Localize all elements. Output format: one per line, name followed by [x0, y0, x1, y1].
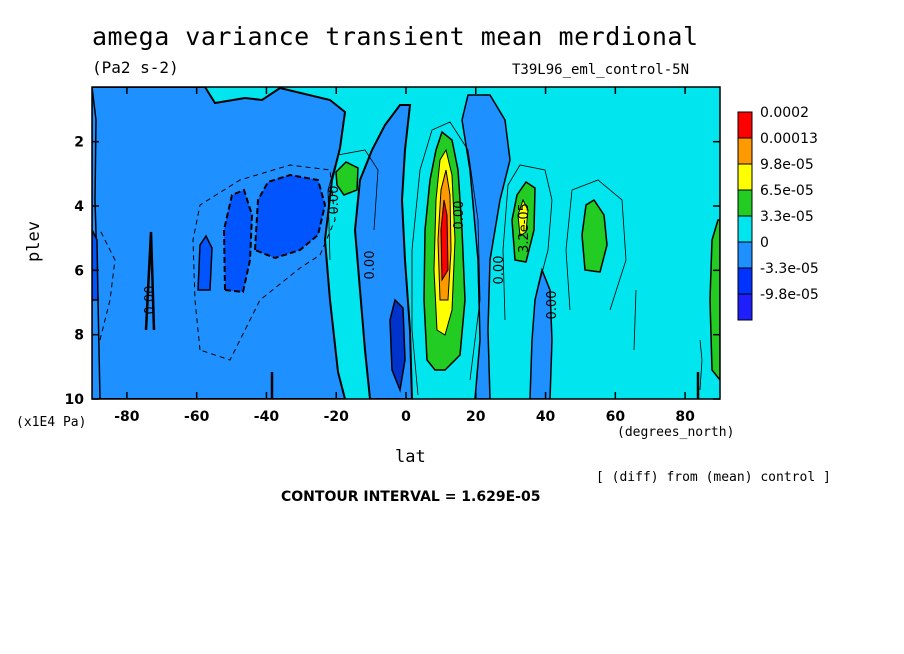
contour-label: 0.00	[327, 186, 342, 215]
colorbar-label: 6.5e-05	[760, 183, 814, 199]
x-tick-label: -60	[184, 409, 210, 425]
x-tick-label: 80	[675, 409, 695, 425]
colorbar: 0.0002 0.00013 9.8e-05 6.5e-05 3.3e-05 0 -3.3e…	[737, 105, 819, 321]
positive-contour-line-1	[411, 121, 481, 396]
x-tick-label: -80	[114, 409, 140, 425]
colorbar-swatch	[737, 241, 753, 269]
contour-label: 3.2e-05	[517, 203, 532, 253]
negative-core-5	[92, 229, 99, 301]
negative-core-3	[197, 234, 213, 291]
colorbar-swatch	[737, 215, 753, 243]
y-tick-label: 4	[74, 199, 84, 215]
contour-label: 0.00	[492, 256, 507, 285]
contour-interval: CONTOUR INTERVAL = 1.629E-05	[281, 489, 541, 505]
negative-core-4	[389, 298, 406, 393]
colorbar-label: 0.00013	[760, 131, 818, 147]
positive-contour-line-2	[502, 164, 553, 321]
contour-label: 0.00	[143, 286, 158, 315]
chart-units: (Pa2 s-2)	[92, 58, 179, 77]
positive-core-red	[440, 199, 449, 282]
positive-contour-line-6	[699, 339, 703, 391]
y-tick-label: 8	[74, 328, 84, 344]
dataset-name: T39L96_eml_control-5N	[512, 62, 690, 78]
x-tick-label: 0	[401, 409, 411, 425]
colorbar-swatch	[737, 293, 753, 321]
negative-region-west	[92, 87, 347, 399]
colorbar-swatch	[737, 163, 753, 191]
y-tick-label: 6	[74, 263, 84, 279]
diff-note: [ (diff) from (mean) control ]	[596, 470, 831, 485]
y-tick-label: 2	[74, 135, 84, 151]
x-axis-label: lat	[395, 447, 426, 467]
negative-core-1	[253, 173, 327, 260]
contour-label: 0.00	[545, 291, 560, 320]
colorbar-swatch	[737, 137, 753, 165]
negative-contour-loop	[192, 164, 336, 361]
y-axis-ticks: 2 4 6 8 10	[65, 135, 720, 408]
negative-core-2	[222, 188, 254, 294]
colorbar-swatch	[737, 189, 753, 217]
colorbar-label: 9.8e-05	[760, 157, 814, 173]
positive-region-60n	[581, 198, 608, 273]
contour-label: 0.00	[363, 251, 378, 280]
colorbar-label: 0	[760, 235, 769, 251]
colorbar-label: -3.3e-05	[760, 261, 819, 277]
contour-label: 0.00	[452, 201, 467, 230]
colorbar-label: -9.8e-05	[760, 287, 819, 303]
x-tick-label: -20	[324, 409, 350, 425]
colorbar-label: 0.0002	[760, 105, 809, 121]
x-axis-units: (degrees_north)	[617, 425, 735, 440]
negative-region-equator	[461, 94, 511, 399]
negative-region-east	[529, 267, 553, 399]
y-tick-label: 10	[65, 392, 85, 408]
contour-labels: 0.00 0.00 0.00 0.00 0.00 0.00 3.2e-05	[143, 186, 560, 320]
x-tick-label: 40	[536, 409, 556, 425]
colorbar-swatch	[737, 111, 753, 139]
positive-region-south	[335, 161, 359, 196]
colorbar-swatch	[737, 267, 753, 295]
positive-contour-line-4	[327, 149, 379, 261]
positive-contour-line-3	[565, 179, 627, 311]
zero-contour-spike-west	[144, 231, 156, 331]
x-axis-ticks: -80 -60 -40 -20 0 20 40 60 80	[114, 87, 695, 425]
plot-field	[92, 87, 720, 399]
x-tick-label: -40	[254, 409, 280, 425]
chart-title: amega variance transient mean merdional	[92, 22, 699, 51]
positive-contour-line-5	[633, 289, 637, 351]
positive-core-north	[517, 198, 529, 237]
x-tick-label: 60	[606, 409, 626, 425]
negative-contour-loop-2	[99, 229, 116, 341]
y-axis-units: (x1E4 Pa)	[16, 415, 87, 430]
colorbar-label: 3.3e-05	[760, 209, 814, 225]
x-tick-label: 20	[466, 409, 486, 425]
positive-region-far-east	[709, 219, 720, 382]
